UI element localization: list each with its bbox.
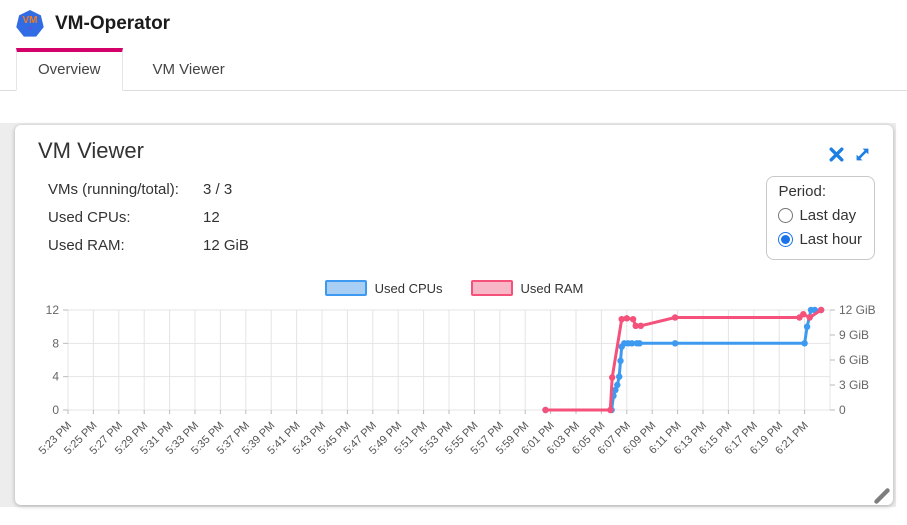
svg-text:12 GiB: 12 GiB [839, 303, 876, 317]
period-option-last-day[interactable]: Last day [778, 207, 862, 224]
vm-viewer-card: VM Viewer [15, 125, 893, 505]
stat-value: 12 GiB [203, 237, 249, 254]
svg-text:8: 8 [52, 336, 59, 350]
svg-text:6 GiB: 6 GiB [839, 353, 869, 367]
content-area: VM Viewer [0, 123, 896, 507]
stat-label: Used RAM: [48, 237, 125, 254]
tab-bar: Overview VM Viewer [0, 48, 907, 91]
cpu-legend-swatch [324, 280, 367, 296]
stat-value: 12 [203, 209, 220, 226]
last-day-radio[interactable] [778, 208, 794, 223]
vm-operator-logo-icon: VM ▾ [16, 10, 44, 37]
legend-item-used-cpus: Used CPUs [324, 280, 443, 296]
stat-row-cpus: Used CPUs: 12 [48, 204, 249, 232]
tab-overview[interactable]: Overview [16, 48, 123, 91]
app-header: VM ▾ VM-Operator [0, 0, 907, 48]
period-option-last-hour[interactable]: Last hour [778, 231, 862, 248]
svg-text:9 GiB: 9 GiB [839, 328, 869, 342]
stat-label: Used CPUs: [48, 209, 131, 226]
svg-text:3 GiB: 3 GiB [839, 378, 869, 392]
logo-text: VM [22, 15, 38, 26]
close-icon [828, 147, 845, 166]
legend-item-used-ram: Used RAM [470, 280, 583, 296]
tab-vm-viewer[interactable]: VM Viewer [152, 61, 225, 78]
stat-row-vms: VMs (running/total): 3 / 3 [48, 176, 249, 204]
svg-text:0: 0 [52, 403, 59, 417]
logo-caret-icon: ▾ [28, 26, 32, 32]
expand-icon [854, 148, 871, 166]
chart-legend: Used CPUs Used RAM [15, 280, 893, 296]
period-label: Period: [778, 183, 826, 200]
close-button[interactable] [828, 146, 845, 163]
last-hour-radio[interactable] [778, 232, 794, 247]
ram-legend-swatch [470, 280, 513, 296]
svg-text:0: 0 [839, 403, 846, 417]
card-title: VM Viewer [38, 138, 144, 163]
app-title: VM-Operator [55, 13, 171, 34]
stat-value: 3 / 3 [203, 181, 233, 198]
usage-chart: 5:23 PM5:25 PM5:27 PM5:29 PM5:31 PM5:33 … [37, 303, 876, 457]
stat-label: VMs (running/total): [48, 181, 179, 198]
vm-stats: VMs (running/total): 3 / 3 Used CPUs: 12… [48, 176, 249, 260]
expand-button[interactable] [854, 146, 871, 163]
resize-handle[interactable] [872, 486, 892, 506]
stat-row-ram: Used RAM: 12 GiB [48, 232, 249, 260]
period-selector: Period: Last day Last hour [766, 176, 875, 260]
svg-text:12: 12 [46, 303, 60, 317]
svg-text:4: 4 [52, 370, 59, 384]
